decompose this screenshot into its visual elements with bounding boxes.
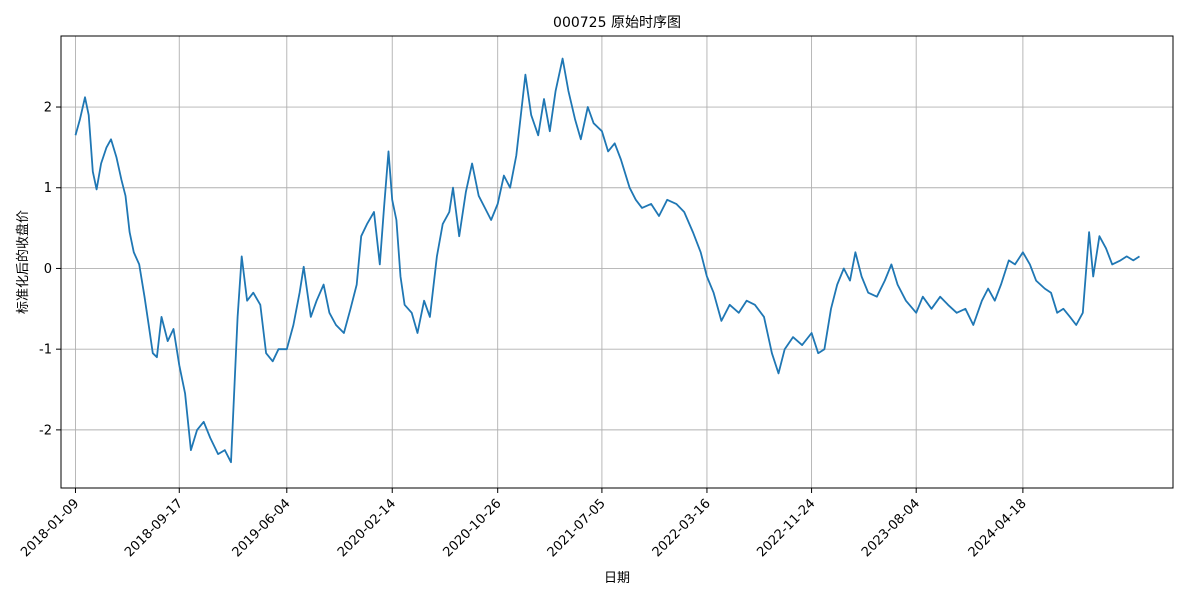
y-tick-label: 2 — [44, 101, 52, 116]
y-tick-label: 0 — [44, 262, 52, 277]
series-group — [74, 57, 1140, 464]
chart-title: 000725 原始时序图 — [553, 15, 681, 31]
y-axis: 2 1 0 -1 -2 — [39, 101, 61, 438]
y-tick-label: 1 — [44, 181, 52, 196]
y-tick-label: -1 — [39, 343, 52, 358]
y-tick-label: -2 — [39, 423, 52, 438]
plot-frame — [60, 35, 1174, 489]
x-axis-label: 日期 — [604, 571, 630, 586]
y-axis-label: 标准化后的收盘价 — [15, 210, 31, 314]
series-line-0 — [74, 57, 1140, 464]
grid-lines — [61, 36, 1173, 488]
